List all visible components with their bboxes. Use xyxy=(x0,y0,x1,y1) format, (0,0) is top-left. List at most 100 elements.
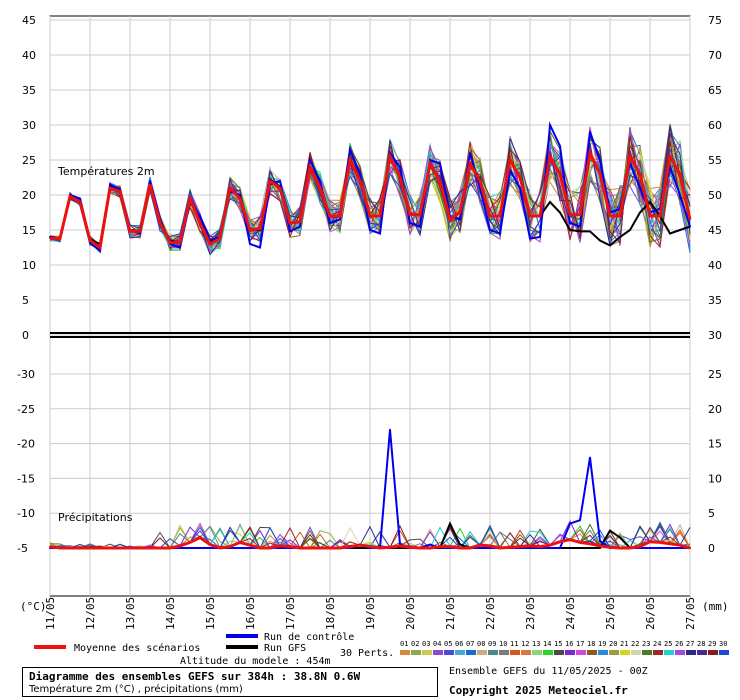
precip-gfs-line-point xyxy=(609,529,611,532)
temp-gfs-line-point xyxy=(559,211,561,214)
x-tick-label: 26/05 xyxy=(644,597,657,630)
precip-control-line-point xyxy=(199,547,201,549)
temp-mean-line-point xyxy=(609,215,611,217)
diagram-subtitle: Température 2m (°C) , précipitations (mm… xyxy=(29,684,243,695)
temp-mean-line-point xyxy=(689,218,691,221)
precip-mean-line-point xyxy=(449,545,451,548)
precip-mean-line-point xyxy=(619,547,621,549)
temp-left-tick-label: 20 xyxy=(22,189,36,202)
precip-mean-line-point xyxy=(469,547,471,549)
precip-right-tick-label: 0 xyxy=(708,542,715,555)
temp-mean-line-point xyxy=(549,155,551,158)
perturbation-number: 08 xyxy=(477,640,485,648)
right-unit-label: (mm) xyxy=(702,600,729,613)
temp-mean-line-point xyxy=(679,173,681,175)
temp-control-line-point xyxy=(549,124,551,126)
precip-mean-line-point xyxy=(259,547,261,549)
temp-mean-line-point xyxy=(89,239,91,242)
x-tick-label: 25/05 xyxy=(604,597,617,630)
perturbation-swatch xyxy=(587,650,597,655)
temp-right-tick-label: 35 xyxy=(708,294,722,307)
temp-control-line-point xyxy=(359,173,361,175)
precip-gfs-line-point xyxy=(359,547,361,549)
x-tick-label: 21/05 xyxy=(444,597,457,630)
temp-control-line-point xyxy=(199,215,201,217)
ensemble-date: Ensemble GEFS du 11/05/2025 - 00Z xyxy=(449,666,648,677)
precip-control-line-point xyxy=(599,540,601,542)
precip-mean-line-point xyxy=(199,536,201,539)
x-tick-label: 22/05 xyxy=(484,597,497,630)
temp-left-tick-label: 25 xyxy=(22,154,36,167)
temp-left-tick-label: 10 xyxy=(22,259,36,272)
perturbation-swatch xyxy=(455,650,465,655)
precip-mean-line-point xyxy=(649,540,651,543)
temp-left-tick-label: 35 xyxy=(22,84,36,97)
temp-mean-line-point xyxy=(489,215,491,217)
temp-control-line-point xyxy=(109,183,111,186)
temp-mean-line-point xyxy=(179,241,181,244)
perturbation-swatch xyxy=(642,650,652,655)
temp-mean-line-point xyxy=(649,215,651,217)
altitude-label: Altitude du modele : 454m xyxy=(180,656,331,667)
perturbation-swatch xyxy=(543,650,553,655)
x-tick-label: 14/05 xyxy=(164,597,177,630)
temp-mean-line-point xyxy=(79,201,81,203)
precip-mean-line-point xyxy=(339,547,341,549)
perturbation-number: 25 xyxy=(664,640,672,648)
precip-gfs-line-point xyxy=(589,547,591,549)
temp-mean-line-point xyxy=(479,180,481,182)
temp-mean-line-point xyxy=(109,187,111,189)
precip-gfs-line-point xyxy=(599,547,601,549)
perturbation-number: 29 xyxy=(708,640,716,648)
precip-control-line-point xyxy=(559,547,561,549)
precip-mean-line-point xyxy=(149,547,151,549)
perturbation-swatch xyxy=(620,650,630,655)
temp-control-line-point xyxy=(569,222,571,224)
precip-right-tick-label: 5 xyxy=(708,507,715,520)
precip-control-line-point xyxy=(249,547,251,549)
temp-mean-line-point xyxy=(499,215,501,217)
temp-gfs-line-point xyxy=(569,229,571,231)
temp-mean-line-point xyxy=(539,215,541,217)
temp-left-tick-label: 5 xyxy=(22,294,29,307)
perturbation-number: 19 xyxy=(598,640,606,648)
precip-mean-line-point xyxy=(349,545,351,548)
temp-mean-line-point xyxy=(99,246,101,249)
precip-mean-line-point xyxy=(629,547,631,549)
temp-gfs-line-point xyxy=(669,232,671,235)
precip-control-line-point xyxy=(209,547,211,549)
temp-control-line-point xyxy=(149,180,151,182)
temp-gfs-line-point xyxy=(629,229,631,231)
diagram-info-box: Diagramme des ensembles GEFS sur 384h : … xyxy=(22,667,438,697)
precip-control-line-point xyxy=(489,547,491,549)
perturbation-number: 18 xyxy=(587,640,595,648)
temp-control-line-point xyxy=(139,232,141,235)
temp-left-tick-label: 45 xyxy=(22,14,36,27)
temp-mean-line-point xyxy=(249,229,251,231)
temp-mean-line-point xyxy=(139,230,141,233)
temp-control-line-point xyxy=(409,222,411,224)
precip-mean-line-point xyxy=(539,545,541,548)
temp-mean-line-point xyxy=(339,215,341,217)
precip-mean-line-point xyxy=(79,547,81,549)
copyright: Copyright 2025 Meteociel.fr xyxy=(449,684,628,697)
perturbation-swatch xyxy=(444,650,454,655)
perturbation-swatch xyxy=(400,650,410,655)
temp-control-line-point xyxy=(79,197,81,200)
temp-mean-line-point xyxy=(669,155,671,158)
temp-mean-line-point xyxy=(409,213,411,216)
temp-mean-line-point xyxy=(389,155,391,158)
x-tick-label: 19/05 xyxy=(364,597,377,630)
temp-mean-line-point xyxy=(209,243,211,245)
precip-right-tick-label: 20 xyxy=(708,403,722,416)
temp-control-line-point xyxy=(259,246,261,249)
precip-mean-line-point xyxy=(249,544,251,547)
precip-mean-line-point xyxy=(659,541,661,544)
temp-mean-line-point xyxy=(349,159,351,161)
precip-mean-line-point xyxy=(509,546,511,549)
precip-mean-line-point xyxy=(689,547,691,549)
perturbation-swatch xyxy=(477,650,487,655)
perturbation-swatch xyxy=(631,650,641,655)
temp-right-tick-label: 45 xyxy=(708,224,722,237)
perturbation-swatch xyxy=(664,650,674,655)
